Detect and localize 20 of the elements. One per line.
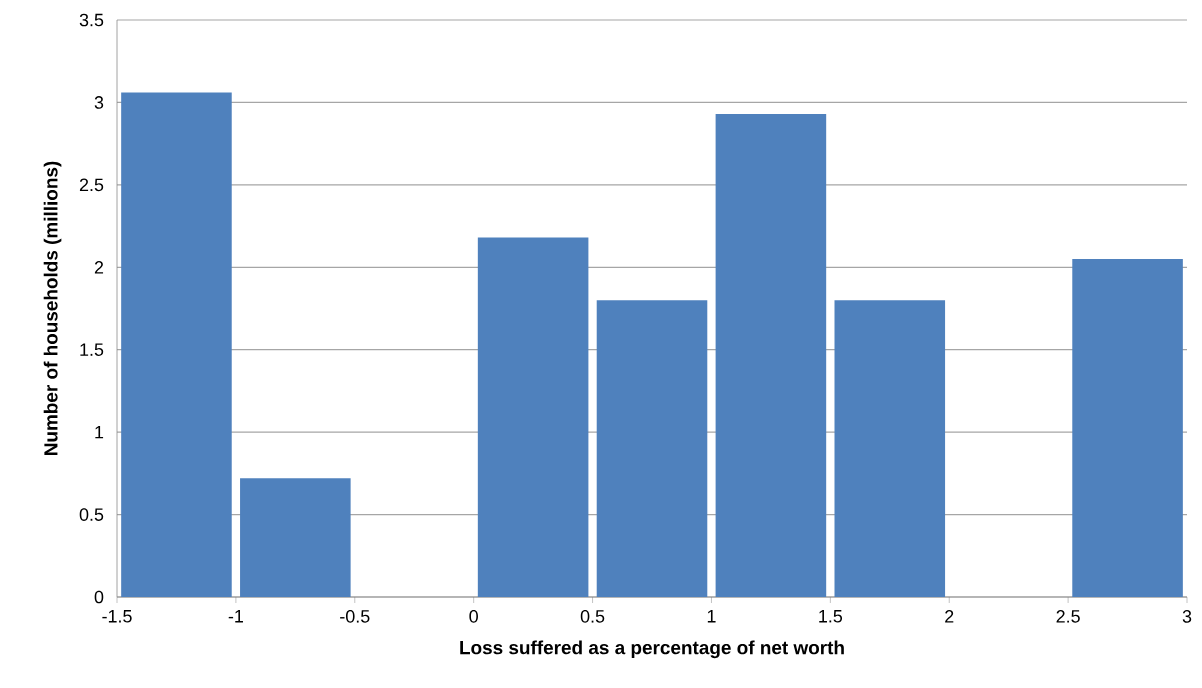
x-tick-label: 0 (469, 610, 478, 623)
y-tick-label: 3.5 (79, 13, 104, 27)
y-tick-label: 3 (94, 96, 104, 109)
y-tick-label: 1.5 (80, 343, 104, 356)
x-axis-title: Loss suffered as a percentage of net worth (460, 640, 844, 659)
y-tick-label: 0.5 (79, 508, 104, 521)
y-axis-title: Number of households (millions) (43, 161, 62, 455)
y-tick-label: 0 (94, 590, 104, 604)
y-tick-label: 1 (95, 425, 104, 439)
y-tick-label: 2 (94, 261, 104, 274)
x-tick-label: 1.5 (819, 610, 843, 623)
x-tick-label: 0.5 (580, 610, 605, 623)
x-tick-label: 3 (1182, 610, 1192, 623)
x-tick-label: 1 (707, 610, 716, 623)
x-tick-label: -0.5 (340, 610, 370, 623)
y-tick-label: 2.5 (79, 178, 104, 192)
x-tick-label: -1.5 (102, 610, 132, 623)
x-tick-label: 2.5 (1056, 610, 1080, 623)
x-tick-label: -1 (228, 610, 243, 623)
x-tick-label: 2 (945, 610, 954, 623)
